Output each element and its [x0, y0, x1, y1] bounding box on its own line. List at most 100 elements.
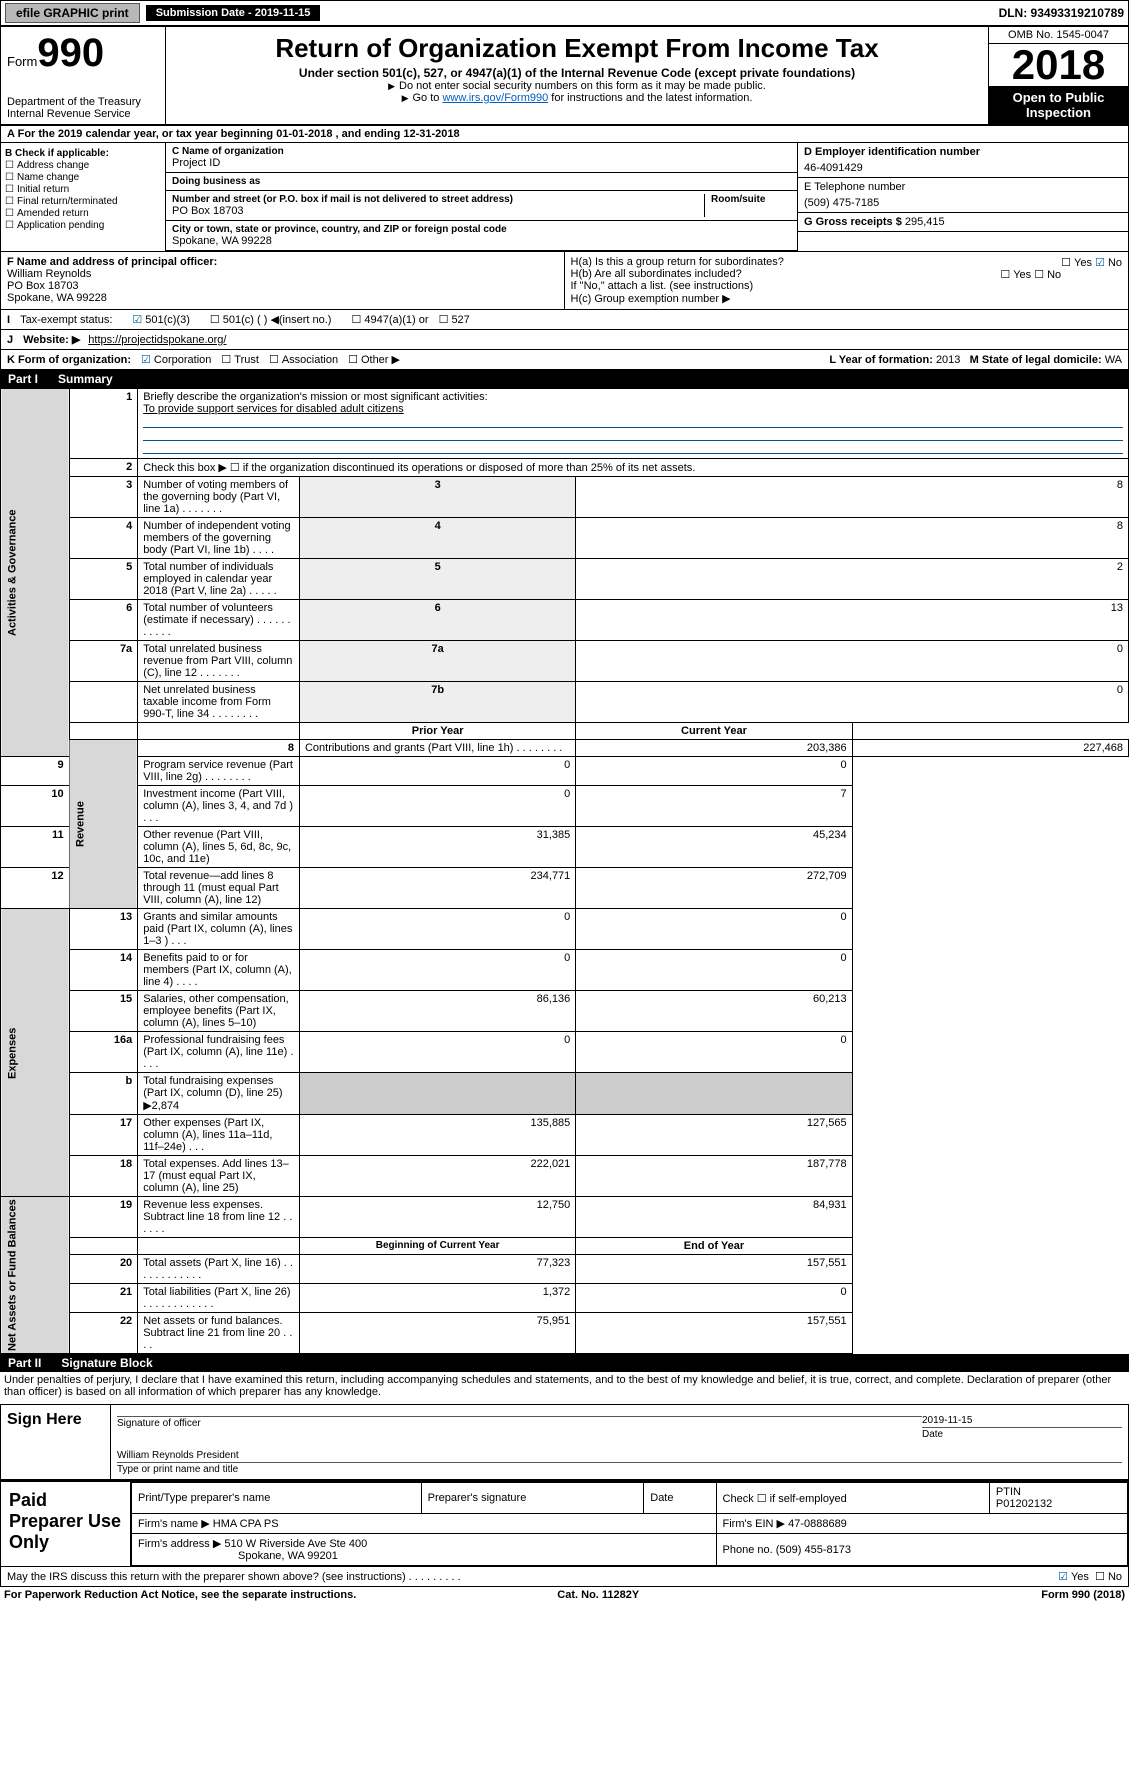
phone-value: (509) 475-7185: [804, 197, 1122, 209]
l16b-py: [299, 1073, 575, 1115]
box-b: B Check if applicable: Address change Na…: [1, 143, 166, 251]
open-inspection: Open to Public Inspection: [989, 86, 1128, 124]
l2-text: Check this box ▶ ☐ if the organization d…: [138, 459, 1129, 477]
hb-label: H(b) Are all subordinates included?: [571, 268, 742, 280]
l8-py: 203,386: [576, 740, 852, 757]
firm-phone-label: Phone no.: [723, 1544, 773, 1556]
part1-title: Summary: [58, 372, 113, 386]
l5-box: 5: [299, 559, 575, 600]
chk-initial-return[interactable]: Initial return: [5, 184, 161, 195]
chk-501c3[interactable]: 501(c)(3): [132, 313, 190, 326]
prior-year-hdr: Prior Year: [299, 723, 575, 740]
l4-text: Number of independent voting members of …: [138, 518, 300, 559]
chk-name-change[interactable]: Name change: [5, 172, 161, 183]
ein-value: 46-4091429: [804, 162, 1122, 174]
box-j: JWebsite: ▶ https://projectidspokane.org…: [0, 330, 1129, 350]
l9-text: Program service revenue (Part VIII, line…: [138, 757, 300, 786]
top-bar: efile GRAPHIC print Submission Date - 20…: [0, 0, 1129, 26]
l17-text: Other expenses (Part IX, column (A), lin…: [138, 1115, 300, 1156]
l7a-text: Total unrelated business revenue from Pa…: [138, 641, 300, 682]
l19-cy: 84,931: [576, 1197, 852, 1238]
l20-num: 20: [69, 1255, 138, 1284]
form-number: 990: [37, 31, 104, 75]
prep-selfemp[interactable]: Check ☐ if self-employed: [716, 1483, 989, 1514]
officer-name-title: William Reynolds President: [117, 1450, 1122, 1463]
l15-cy: 60,213: [576, 991, 852, 1032]
box-deg: D Employer identification number46-40914…: [798, 143, 1128, 251]
chk-other[interactable]: Other ▶: [348, 353, 400, 366]
part2-header: Part II Signature Block: [0, 1354, 1129, 1372]
chk-address-change[interactable]: Address change: [5, 160, 161, 171]
form-title: Return of Organization Exempt From Incom…: [170, 33, 984, 64]
l3-num: 3: [69, 477, 138, 518]
website-label: Website: ▶: [23, 333, 80, 346]
l2-num: 2: [69, 459, 138, 477]
dept-treasury: Department of the Treasury Internal Reve…: [7, 96, 159, 120]
l1-mission: To provide support services for disabled…: [143, 403, 403, 415]
l7a-num: 7a: [69, 641, 138, 682]
officer-addr: PO Box 18703: [7, 280, 558, 292]
l14-num: 14: [69, 950, 138, 991]
ha-no[interactable]: No: [1095, 257, 1122, 269]
l8-num: 8: [138, 740, 300, 757]
l10-num: 10: [1, 786, 70, 827]
l6-box: 6: [299, 600, 575, 641]
firm-addr: 510 W Riverside Ave Ste 400: [224, 1538, 367, 1550]
footer-left: For Paperwork Reduction Act Notice, see …: [4, 1589, 356, 1601]
irs-link[interactable]: www.irs.gov/Form990: [442, 92, 548, 104]
chk-application-pending[interactable]: Application pending: [5, 220, 161, 231]
l14-py: 0: [299, 950, 575, 991]
block-bcdefg: B Check if applicable: Address change Na…: [0, 143, 1129, 251]
l4-num: 4: [69, 518, 138, 559]
chk-527[interactable]: 527: [439, 313, 470, 326]
officer-name: William Reynolds: [7, 268, 558, 280]
chk-4947[interactable]: 4947(a)(1) or: [351, 313, 428, 326]
box-l-value: 2013: [936, 354, 960, 366]
chk-corporation[interactable]: Corporation: [141, 353, 211, 366]
box-m-value: WA: [1105, 354, 1122, 366]
irs-no[interactable]: No: [1095, 1571, 1122, 1583]
box-l-label: L Year of formation:: [829, 354, 933, 366]
chk-amended-return[interactable]: Amended return: [5, 208, 161, 219]
form-header: Form990 Department of the Treasury Inter…: [0, 26, 1129, 125]
chk-final-return[interactable]: Final return/terminated: [5, 196, 161, 207]
firm-name: HMA CPA PS: [213, 1518, 279, 1530]
ha-yes[interactable]: Yes: [1061, 257, 1092, 269]
l12-py: 234,771: [299, 868, 575, 909]
hc-label: H(c) Group exemption number ▶: [571, 292, 1123, 305]
l16a-py: 0: [299, 1032, 575, 1073]
form-subtitle: Under section 501(c), 527, or 4947(a)(1)…: [170, 66, 984, 80]
sign-here-label: Sign Here: [1, 1405, 111, 1479]
ptin-value: P01202132: [996, 1498, 1052, 1510]
section-revenue: Revenue: [69, 740, 138, 909]
efile-print-button[interactable]: efile GRAPHIC print: [5, 3, 140, 23]
box-c: C Name of organizationProject ID Doing b…: [166, 143, 798, 251]
chk-trust[interactable]: Trust: [221, 353, 259, 366]
chk-association[interactable]: Association: [269, 353, 338, 366]
box-k-label: K Form of organization:: [7, 354, 131, 366]
gross-value: 295,415: [905, 216, 945, 228]
officer-name-label: Type or print name and title: [117, 1464, 238, 1475]
l18-cy: 187,778: [576, 1156, 852, 1197]
part1-label: Part I: [8, 372, 38, 386]
website-link[interactable]: https://projectidspokane.org/: [88, 334, 226, 346]
hdr3-spacer: [69, 1238, 138, 1255]
chk-501c[interactable]: 501(c) ( ) ◀(insert no.): [210, 313, 332, 326]
ha-label: H(a) Is this a group return for subordin…: [571, 256, 784, 268]
submission-date: Submission Date - 2019-11-15: [146, 5, 321, 21]
box-i: ITax-exempt status: 501(c)(3) 501(c) ( )…: [0, 310, 1129, 330]
l8-cy: 227,468: [852, 740, 1128, 757]
hb-yes[interactable]: Yes: [1000, 269, 1031, 281]
hb-no[interactable]: No: [1034, 269, 1061, 281]
l17-cy: 127,565: [576, 1115, 852, 1156]
firm-ein-label: Firm's EIN ▶: [723, 1518, 786, 1530]
note-ssn: Do not enter social security numbers on …: [170, 80, 984, 92]
sig-date-label: Date: [922, 1429, 943, 1440]
l9-py: 0: [299, 757, 575, 786]
l8-text: Contributions and grants (Part VIII, lin…: [299, 740, 575, 757]
l20-text: Total assets (Part X, line 16) . . . . .…: [138, 1255, 300, 1284]
l1-text: Briefly describe the organization's miss…: [143, 391, 487, 403]
irs-yes[interactable]: Yes: [1058, 1571, 1089, 1583]
summary-table: Activities & Governance 1Briefly describ…: [0, 388, 1129, 1354]
tax-year: 2018: [989, 44, 1128, 86]
